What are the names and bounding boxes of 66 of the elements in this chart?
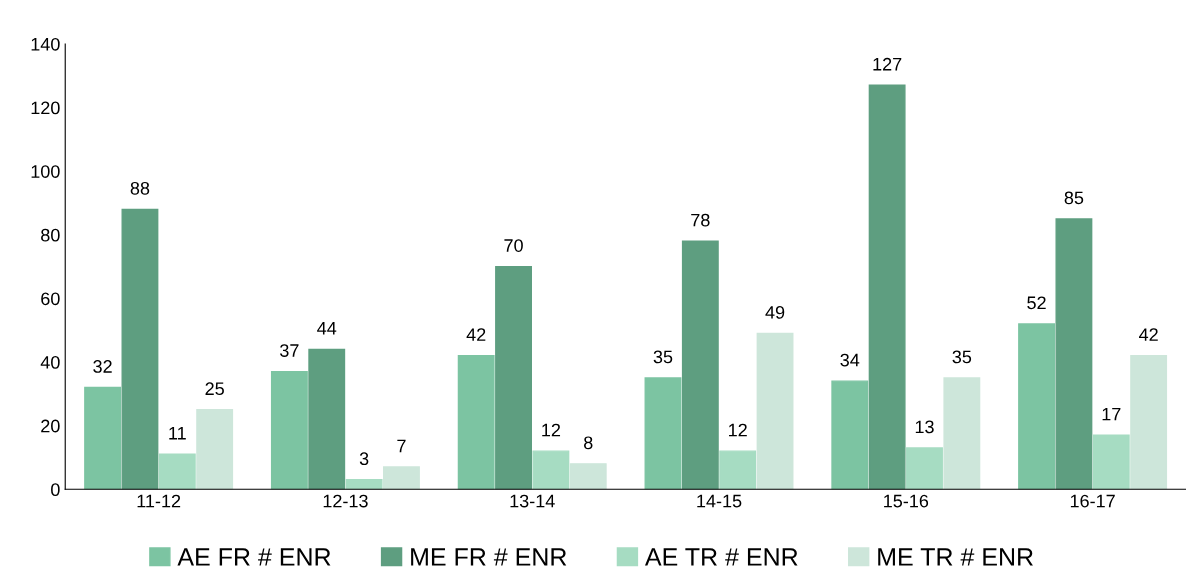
data-label: 42 [466,328,486,341]
legend-label: AE TR # ENR [644,548,798,566]
bar [906,447,943,490]
bar [569,463,607,490]
data-label: 35 [952,350,972,364]
bar [831,380,869,490]
bar [943,377,981,490]
y-tick-label: 0 [51,483,60,497]
data-label: 85 [1064,191,1084,205]
bar [345,479,383,490]
bar [457,355,495,490]
bar [495,265,532,490]
data-label: 34 [840,353,860,367]
bar [121,208,159,490]
data-label: 17 [1102,407,1121,421]
bar [756,332,794,490]
data-label: 7 [397,439,406,453]
data-label: 127 [873,57,902,71]
x-tick-label: 15-16 [884,494,929,508]
data-label: 25 [205,382,224,396]
legend-label: ME FR # ENR [411,548,567,566]
data-label: 11 [169,427,186,440]
bar [1055,218,1093,490]
legend-label: ME TR # ENR [878,548,1033,566]
data-label: 88 [130,181,150,195]
bar [644,377,682,490]
y-tick-label: 80 [41,228,60,242]
bar [719,450,757,490]
bar [868,84,906,490]
bar [1130,355,1168,490]
x-tick-label: 13-14 [510,494,555,508]
data-label: 32 [93,360,112,373]
data-label: 42 [1139,328,1158,341]
data-label: 35 [653,350,673,364]
data-label: 13 [915,420,934,434]
data-label: 3 [359,452,369,466]
x-tick-label: 11-12 [137,494,181,508]
legend-label: AE FR # ENR [177,548,331,566]
bar [1092,434,1130,490]
data-label: 70 [504,239,523,252]
bar [383,466,420,490]
y-tick-label: 20 [41,419,60,433]
bar [84,386,122,490]
data-label: 78 [691,213,710,227]
x-tick-label: 16-17 [1070,494,1115,508]
data-label: 52 [1027,296,1046,310]
x-tick-label: 12-13 [323,494,368,508]
data-label: 49 [765,305,785,319]
x-tick-label: 14-15 [697,494,742,508]
y-tick-label: 120 [31,101,60,115]
bar [681,240,719,490]
bar [532,450,570,490]
bar [158,453,196,490]
bar [1018,323,1056,490]
y-tick-label: 100 [31,165,60,178]
y-tick-label: 60 [41,292,60,306]
y-tick-label: 40 [40,356,60,369]
data-label: 8 [584,436,593,450]
bar [270,370,308,490]
data-label: 12 [729,423,747,437]
bar [308,348,346,490]
data-label: 44 [317,322,337,335]
data-label: 12 [542,423,561,437]
y-tick-label: 140 [31,37,60,51]
data-label: 37 [280,344,299,357]
bar [196,409,234,490]
